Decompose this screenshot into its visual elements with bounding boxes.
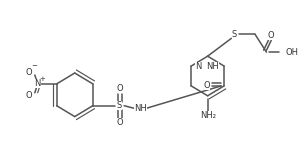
Text: NH: NH [207,62,219,71]
Text: −: − [31,63,37,69]
Text: O: O [116,84,123,93]
Text: N: N [195,62,201,71]
Text: O: O [26,91,32,100]
Text: NH₂: NH₂ [200,111,216,120]
Text: O: O [26,67,32,77]
Text: +: + [39,76,45,82]
Text: O: O [204,81,210,90]
Text: O: O [116,118,123,127]
Text: O: O [268,31,274,40]
Text: S: S [232,30,237,39]
Text: S: S [117,101,122,110]
Text: NH: NH [134,104,147,113]
Text: N: N [34,79,41,88]
Text: OH: OH [286,48,298,57]
